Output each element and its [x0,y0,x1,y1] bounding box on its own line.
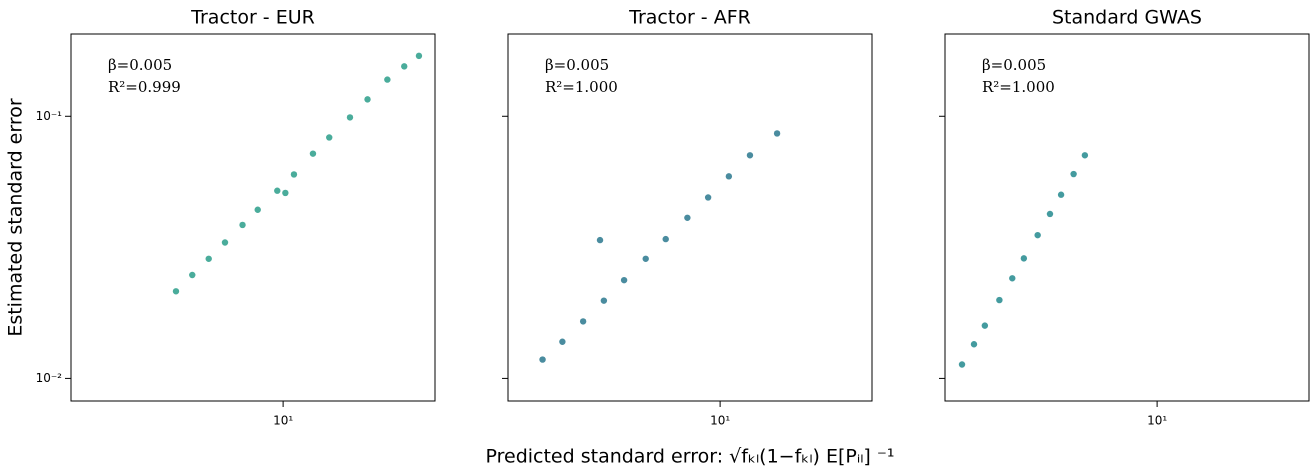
point [254,206,261,213]
plot-frame [507,33,873,402]
point [364,96,371,103]
point [274,187,281,194]
point [600,297,608,304]
annotation: β=0.005 [108,56,172,74]
annotation: R²=1.000 [982,78,1055,96]
point [970,341,978,348]
plot-frame [70,33,436,402]
x-tick-label: 10¹ [273,414,293,428]
point [579,318,587,325]
point [415,52,423,60]
y-axis-label: Estimated standard error [5,98,27,337]
panel-title: Standard GWAS [1052,7,1202,29]
x-axis-label: Predicted standard error: √fₖₗ(1−fₖₗ) E[… [485,446,894,468]
point [958,361,966,368]
x-tick-label: 10¹ [710,414,730,428]
point [559,338,566,345]
point [1057,191,1065,198]
point [1034,231,1041,239]
point [684,214,691,221]
point [401,63,408,70]
point [346,114,354,121]
point [596,236,604,244]
point [996,296,1003,304]
point [282,189,289,197]
panel-title: Tractor - AFR [628,7,751,29]
point [1009,275,1016,282]
point [239,221,246,229]
point [981,322,989,329]
point [326,134,333,141]
point [221,239,229,246]
point [746,152,754,159]
point [309,150,317,157]
panel-title: Tractor - EUR [190,7,315,29]
x-tick-label: 10¹ [1147,414,1167,428]
point [189,271,196,279]
point [642,255,649,262]
point [704,194,712,201]
point [1070,170,1077,178]
point [620,276,628,284]
point [290,171,298,178]
point [1081,152,1089,159]
y-tick-label: 10⁻¹ [36,109,63,123]
y-tick-label: 10⁻² [36,371,63,385]
point [725,173,733,180]
point [1020,255,1028,262]
point [172,288,180,295]
point [662,235,669,243]
point [205,255,212,262]
annotation: R²=1.000 [545,78,618,96]
point [773,130,781,137]
plot-frame [944,33,1310,402]
annotation: β=0.005 [982,56,1046,74]
point [539,356,546,363]
annotation: β=0.005 [545,56,609,74]
point [1046,210,1054,218]
point [384,76,391,83]
annotation: R²=0.999 [108,78,181,96]
